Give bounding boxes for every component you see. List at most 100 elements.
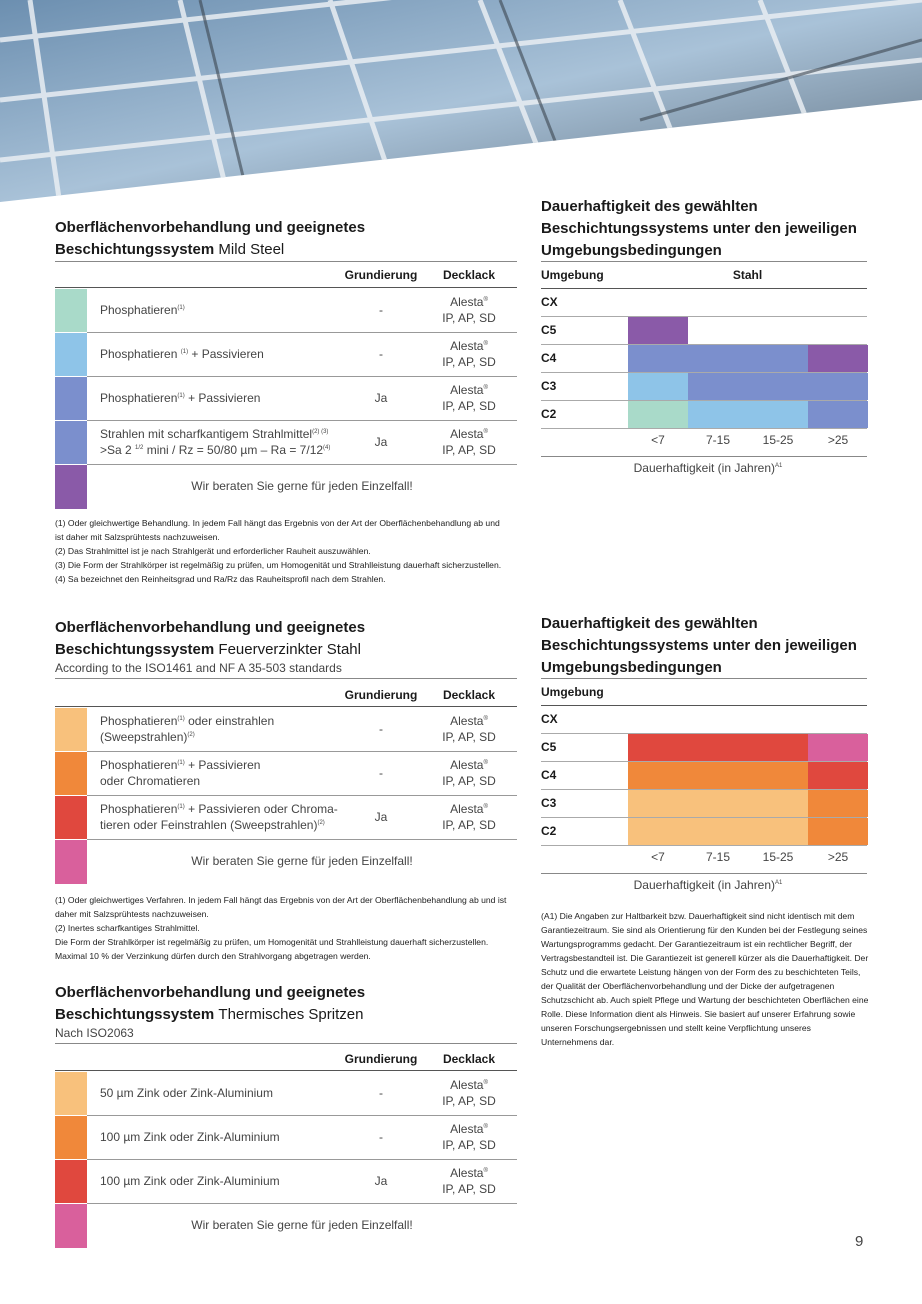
- description-line: Phosphatieren(1) + Passivieren oder Chro…: [100, 801, 338, 817]
- axis-text: Dauerhaftigkeit (in Jahren): [633, 461, 776, 475]
- description-line: oder Chromatieren: [100, 773, 260, 789]
- durability-cell: [748, 373, 808, 400]
- primer: Ja: [374, 435, 388, 449]
- brand: Alesta: [450, 1122, 484, 1136]
- trademark: ®: [483, 804, 488, 810]
- topcoat-name: Alesta®: [450, 338, 488, 354]
- durability-cell: [688, 818, 748, 845]
- durability-cell: [808, 345, 868, 372]
- text: + Passivieren: [188, 347, 264, 361]
- superscript: (1): [177, 393, 185, 399]
- rule: [541, 845, 867, 846]
- superscript: (1): [177, 305, 185, 311]
- environment-label: C4: [541, 351, 557, 365]
- durability-cell: [628, 401, 688, 428]
- primer: -: [379, 1086, 383, 1100]
- row-header: Umgebung: [541, 685, 604, 699]
- rule: [87, 1115, 517, 1116]
- swatch: [55, 289, 87, 332]
- title-line: Umgebungsbedingungen: [541, 659, 722, 676]
- swatch: [55, 1072, 87, 1115]
- text: tieren oder Feinstrahlen (Sweepstrahlen): [100, 818, 318, 832]
- text: mini / Rz = 50/80 µm – Ra = 7/12: [143, 443, 324, 457]
- footnotes: (1) Oder gleichwertiges Verfahren. In je…: [55, 893, 510, 963]
- environment-label: C2: [541, 824, 557, 838]
- topcoat: Alesta® IP, AP, SD: [419, 795, 519, 839]
- col-header: Grundierung: [344, 268, 418, 282]
- swatch: [55, 333, 87, 376]
- axis-text: Dauerhaftigkeit (in Jahren): [633, 878, 776, 892]
- text: >Sa 2: [100, 443, 136, 457]
- topcoat-types: IP, AP, SD: [442, 1094, 496, 1108]
- footnote: (1) Oder gleichwertiges Verfahren. In je…: [55, 895, 507, 919]
- rule: [87, 464, 517, 465]
- footnote: (3) Die Form der Strahlkörper ist regelm…: [55, 560, 502, 570]
- rule: [541, 316, 867, 317]
- col-header: Grundierung: [344, 688, 418, 702]
- topcoat-types: IP, AP, SD: [442, 730, 496, 744]
- text: 100 µm Zink oder Zink-Aluminium: [100, 1174, 280, 1188]
- rule: [87, 332, 517, 333]
- title-line: Oberflächenvorbehandlung und geeignetes: [55, 619, 366, 636]
- durability-cell: [688, 762, 748, 789]
- durability-cell: [808, 790, 868, 817]
- title-line: Oberflächenvorbehandlung und geeignetes: [55, 984, 366, 1001]
- superscript: (2): [317, 820, 325, 826]
- rule: [541, 733, 867, 734]
- superscript: (2) (3): [312, 429, 329, 435]
- superscript: (4): [323, 445, 331, 451]
- chart-title: Dauerhaftigkeit des gewählten Beschichtun…: [541, 613, 857, 679]
- text: Phosphatieren: [100, 758, 178, 772]
- title-bold: Beschichtungssystem: [55, 641, 215, 658]
- row-description: Phosphatieren (1) + Passivieren: [100, 332, 264, 376]
- column-header: Stahl: [732, 268, 763, 282]
- axis-label: Dauerhaftigkeit (in Jahren)A1: [588, 461, 828, 475]
- description-line: Phosphatieren(1) + Passivieren: [100, 390, 260, 406]
- topcoat-types: IP, AP, SD: [442, 1182, 496, 1196]
- row-description: Phosphatieren(1) oder einstrahlen (Sweeps…: [100, 707, 274, 751]
- environment-label: C3: [541, 379, 557, 393]
- superscript: A1: [775, 880, 783, 886]
- text: Phosphatieren: [100, 714, 178, 728]
- swatch: [55, 1160, 87, 1203]
- durability-cell: [688, 345, 748, 372]
- durability-cell: [628, 317, 688, 344]
- swatch: [55, 840, 87, 884]
- swatch: [55, 377, 87, 420]
- durability-cell: [748, 734, 808, 761]
- durability-cell: [748, 345, 808, 372]
- duration-label: 15-25: [762, 433, 794, 447]
- durability-cell: [688, 373, 748, 400]
- topcoat-name: Alesta®: [450, 1165, 488, 1181]
- note: (A1) Die Angaben zur Haltbarkeit bzw. Da…: [541, 911, 869, 1047]
- environment-label: C4: [541, 768, 557, 782]
- topcoat-name: Alesta®: [450, 382, 488, 398]
- superscript: (1): [177, 760, 185, 766]
- rule: [541, 761, 867, 762]
- environment-label: C3: [541, 796, 557, 810]
- rule: [541, 873, 867, 874]
- environment-label: CX: [541, 295, 558, 309]
- swatch: [55, 421, 87, 464]
- duration-label: 7-15: [705, 433, 731, 447]
- rule: [55, 678, 517, 679]
- row-description: 50 µm Zink oder Zink-Aluminium: [100, 1071, 273, 1115]
- primer: -: [379, 303, 383, 317]
- rule: [87, 376, 517, 377]
- text: + Passivieren oder Chroma-: [184, 802, 338, 816]
- topcoat-name: Alesta®: [450, 1121, 488, 1137]
- col-header: Decklack: [442, 688, 496, 702]
- rule: [87, 839, 517, 840]
- rule: [55, 287, 517, 288]
- durability-cell: [688, 734, 748, 761]
- rule: [541, 789, 867, 790]
- environment-label: C2: [541, 407, 557, 421]
- trademark: ®: [483, 1080, 488, 1086]
- advice: Wir beraten Sie gerne für jeden Einzelfa…: [191, 479, 413, 493]
- row-description: Phosphatieren(1) + Passivieren oder Chro…: [100, 795, 338, 839]
- brand: Alesta: [450, 1166, 484, 1180]
- title-line: Beschichtungssystem Mild Steel: [55, 239, 365, 261]
- title-line: Beschichtungssystems unter den jeweilige…: [541, 637, 857, 654]
- description-line: 100 µm Zink oder Zink-Aluminium: [100, 1129, 280, 1145]
